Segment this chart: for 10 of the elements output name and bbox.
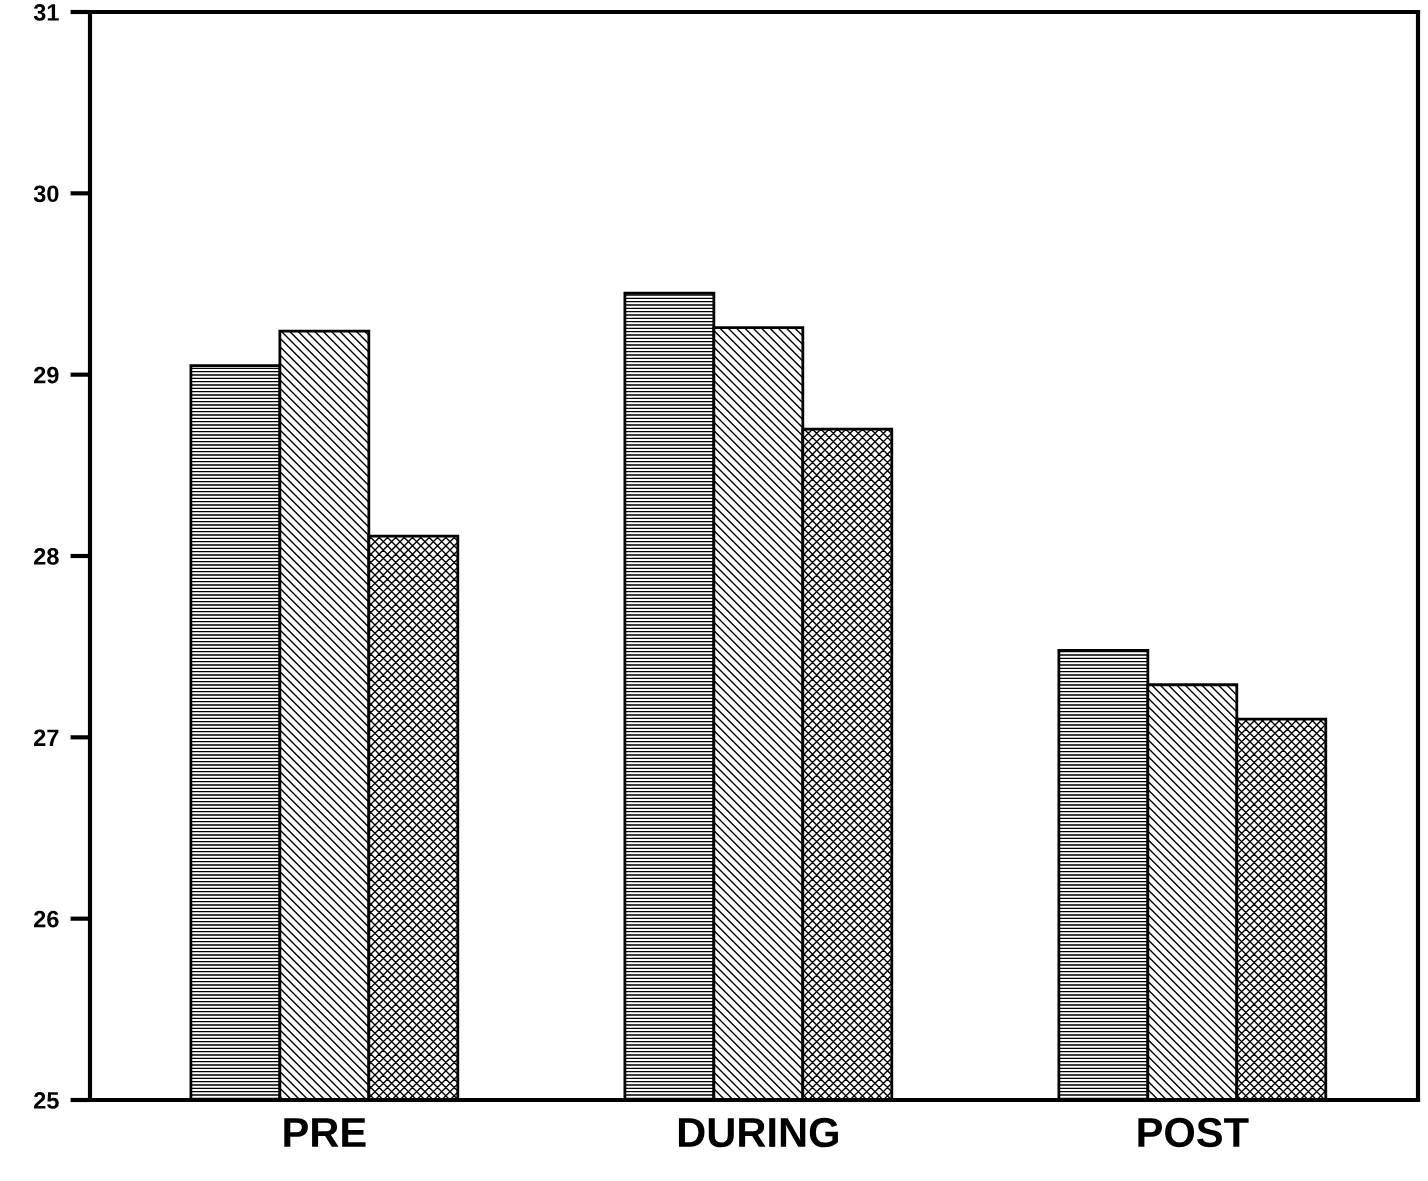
y-tick-label: 27: [34, 729, 59, 746]
y-tick-label: 29: [34, 366, 59, 384]
y-tick-label: 25: [34, 1092, 59, 1109]
x-tick-label: POST: [1138, 1117, 1249, 1148]
x-tick-label: PRE: [284, 1118, 366, 1147]
y-tick-label: 30: [33, 185, 59, 203]
y-tick-label: 26: [34, 910, 59, 928]
y-tick-label: 31: [33, 4, 59, 21]
y-tick-label: 28: [34, 548, 59, 565]
x-tick-label: DURING: [678, 1117, 838, 1148]
